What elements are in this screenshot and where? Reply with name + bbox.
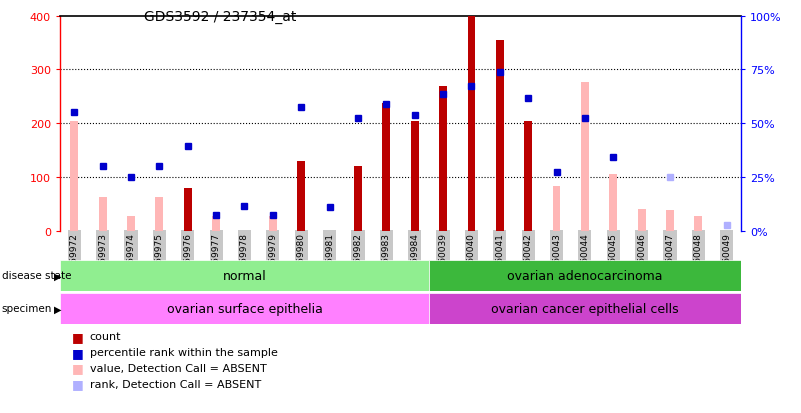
Bar — [60, 260, 429, 291]
Bar — [297, 226, 305, 231]
Bar — [411, 121, 419, 231]
Bar — [212, 216, 220, 231]
Text: value, Detection Call = ABSENT: value, Detection Call = ABSENT — [90, 363, 267, 373]
Bar — [269, 216, 276, 231]
Bar — [666, 211, 674, 231]
Text: specimen: specimen — [2, 304, 52, 314]
Bar — [99, 198, 107, 231]
Text: rank, Detection Call = ABSENT: rank, Detection Call = ABSENT — [90, 379, 261, 389]
Bar — [127, 216, 135, 231]
Text: disease state: disease state — [2, 271, 71, 281]
Text: ■: ■ — [72, 330, 84, 343]
Bar — [553, 187, 561, 231]
Bar — [354, 167, 362, 231]
Bar — [60, 293, 429, 324]
Bar — [297, 161, 305, 231]
Bar — [496, 41, 504, 231]
Text: ■: ■ — [72, 377, 84, 390]
Text: ovarian surface epithelia: ovarian surface epithelia — [167, 302, 323, 315]
Bar — [525, 121, 532, 231]
Text: GDS3592 / 237354_at: GDS3592 / 237354_at — [144, 10, 296, 24]
Bar — [382, 104, 390, 231]
Bar — [439, 86, 447, 231]
Bar — [155, 198, 163, 231]
Bar — [610, 175, 617, 231]
Text: normal: normal — [223, 269, 267, 282]
Bar — [429, 293, 741, 324]
Bar — [429, 260, 741, 291]
Text: ▶: ▶ — [54, 304, 61, 314]
Bar — [70, 121, 78, 231]
Text: ovarian cancer epithelial cells: ovarian cancer epithelial cells — [491, 302, 678, 315]
Bar — [468, 17, 475, 231]
Text: ■: ■ — [72, 346, 84, 359]
Bar — [184, 188, 191, 231]
Bar — [694, 216, 702, 231]
Text: percentile rank within the sample: percentile rank within the sample — [90, 347, 278, 357]
Text: ■: ■ — [72, 361, 84, 375]
Text: ovarian adenocarcinoma: ovarian adenocarcinoma — [507, 269, 662, 282]
Bar — [581, 83, 589, 231]
Bar — [638, 210, 646, 231]
Text: count: count — [90, 332, 121, 342]
Text: ▶: ▶ — [54, 271, 61, 281]
